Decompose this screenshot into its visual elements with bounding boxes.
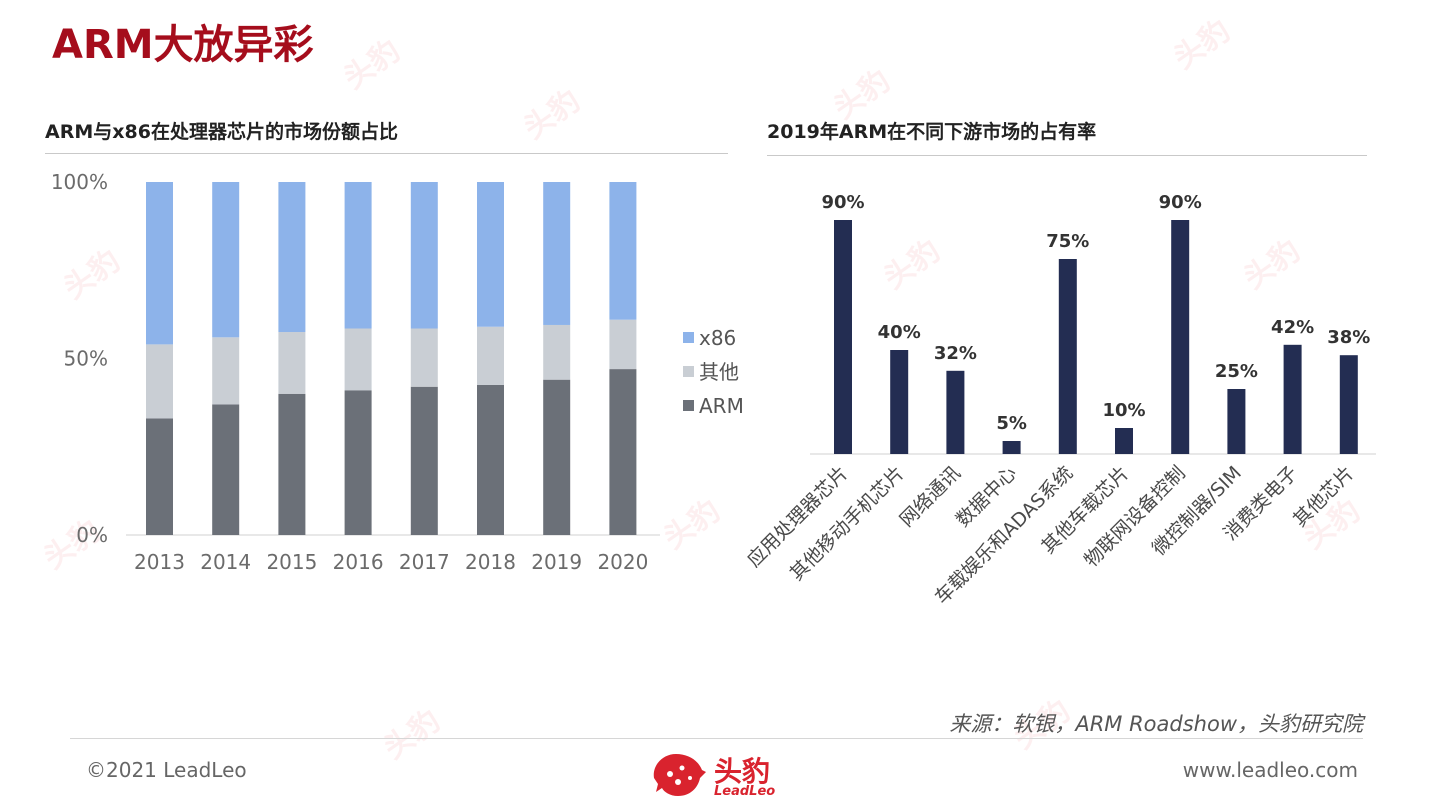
left-chart-title: ARM与x86在处理器芯片的市场份额占比: [45, 121, 398, 143]
bar-segment-ARM: [278, 393, 306, 535]
bar-segment-x86: [212, 182, 240, 338]
bar-segment-其他: [609, 319, 637, 370]
bar-segment-x86: [477, 182, 504, 327]
legend-swatch: [683, 366, 694, 377]
data-label: 40%: [878, 322, 921, 343]
bar: [1058, 259, 1077, 454]
data-label: 10%: [1102, 400, 1145, 421]
bar-segment-x86: [410, 182, 438, 329]
bar: [1339, 355, 1358, 454]
bar: [834, 220, 852, 454]
bar: [1002, 441, 1021, 454]
right-chart-title: 2019年ARM在不同下游市场的占有率: [767, 121, 1097, 143]
x-tick-label: 2016: [333, 550, 384, 574]
x-tick-label: 2020: [597, 550, 648, 574]
y-tick-label: 50%: [64, 347, 108, 371]
left-title-rule: [45, 153, 728, 154]
legend-swatch: [683, 332, 694, 343]
legend-label: ARM: [699, 394, 744, 418]
data-label: 75%: [1046, 231, 1089, 252]
data-label: 32%: [934, 343, 977, 364]
x-tick-label: 2019: [531, 550, 582, 574]
bar: [890, 350, 909, 454]
website-link[interactable]: www.leadleo.com: [1182, 758, 1358, 782]
watermark-logo: 头豹: [1167, 13, 1237, 77]
x-tick-label: 2018: [465, 550, 516, 574]
bar: [1115, 428, 1133, 454]
page-title: ARM大放异彩: [52, 22, 314, 68]
data-label: 5%: [996, 413, 1027, 434]
bar-segment-其他: [212, 337, 240, 405]
bar-segment-ARM: [212, 404, 240, 535]
watermark-logo: 头豹: [377, 703, 447, 767]
legend-label: 其他: [699, 360, 739, 384]
y-tick-label: 0%: [76, 523, 108, 547]
bar-segment-ARM: [477, 384, 504, 535]
x-tick-label: 2015: [266, 550, 317, 574]
bar-segment-x86: [146, 182, 173, 345]
y-tick-label: 100%: [51, 170, 108, 194]
category-label: 应用处理器芯片: [743, 462, 853, 572]
bar-segment-ARM: [146, 418, 173, 535]
bar-segment-ARM: [344, 390, 372, 535]
leadleo-logo: 头豹 LeadLeo: [648, 746, 798, 802]
data-label: 90%: [821, 192, 864, 213]
watermark-logo: 头豹: [517, 83, 587, 147]
bar-segment-x86: [543, 182, 571, 325]
bar-segment-其他: [410, 328, 438, 387]
legend-swatch: [683, 400, 694, 411]
bar-segment-其他: [543, 324, 571, 380]
category-label: 网络通讯: [896, 462, 965, 531]
x-tick-label: 2013: [134, 550, 185, 574]
right-title-rule: [767, 155, 1367, 156]
bar: [1283, 344, 1302, 454]
market-share-bar-chart: 90%应用处理器芯片40%其他移动手机芯片32%网络通讯5%数据中心75%车载娱…: [743, 192, 1376, 609]
logo-subtitle: LeadLeo: [714, 784, 776, 799]
leopard-head-icon: [653, 754, 706, 796]
category-label: 其他芯片: [1289, 462, 1358, 531]
bar-segment-其他: [344, 328, 372, 391]
x-tick-label: 2017: [399, 550, 450, 574]
bar-segment-ARM: [410, 386, 438, 535]
footer-divider: [70, 738, 1363, 739]
category-label: 物联网设备控制: [1080, 462, 1190, 572]
watermark-logo: 头豹: [337, 33, 407, 97]
bar: [946, 370, 965, 454]
data-label: 25%: [1215, 361, 1258, 382]
bar: [1171, 220, 1190, 454]
source-note: 来源：软银，ARM Roadshow，头豹研究院: [949, 712, 1363, 736]
bar: [1227, 389, 1246, 454]
x-tick-label: 2014: [200, 550, 251, 574]
bar-segment-ARM: [543, 379, 571, 535]
bar-segment-x86: [278, 182, 306, 333]
legend-label: x86: [699, 326, 736, 350]
data-label: 38%: [1327, 327, 1370, 348]
copyright: ©2021 LeadLeo: [86, 758, 247, 782]
data-label: 90%: [1159, 192, 1202, 213]
bar-segment-其他: [146, 344, 173, 419]
bar-segment-x86: [609, 182, 637, 320]
logo-name: 头豹: [714, 755, 771, 788]
bar-segment-x86: [344, 182, 372, 329]
bar-segment-其他: [278, 332, 306, 394]
bar-segment-其他: [477, 326, 504, 385]
stacked-bar-chart: 0% 50% 100% 2013 2014 2015 2016 2017 2018 2019 202…: [51, 170, 744, 574]
bar-segment-ARM: [609, 369, 637, 535]
data-label: 42%: [1271, 317, 1314, 338]
